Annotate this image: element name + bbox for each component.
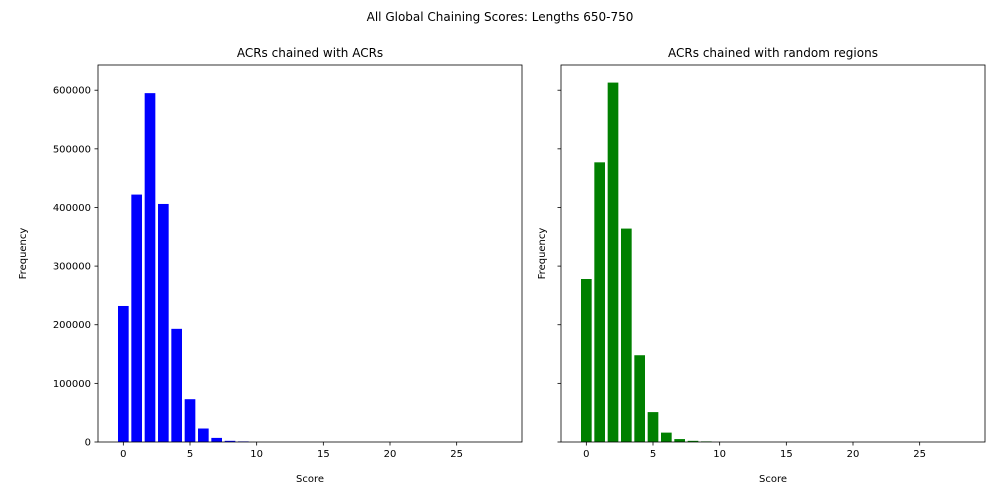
x-tick-label: 20 [847,449,860,460]
bar-score-2 [607,82,619,442]
y-tick-label: 600000 [53,86,91,97]
x-tick-label: 20 [384,449,397,460]
x-tick-label: 0 [120,449,126,460]
x-tick-label: 5 [650,449,656,460]
bar-score-7 [674,439,685,442]
y-tick-label: 300000 [53,262,91,273]
x-tick-label: 15 [317,449,330,460]
x-tick-label: 10 [713,449,726,460]
x-axis-label: Score [759,474,787,485]
bar-score-7 [211,437,222,442]
y-axis-label: Frequency [537,228,548,280]
bar-score-1 [594,162,605,442]
panel-title: ACRs chained with random regions [668,46,878,60]
plot-frame [97,64,523,443]
bar-score-4 [634,355,645,442]
bar-score-3 [621,228,632,442]
x-tick-label: 0 [583,449,589,460]
bar-score-0 [118,305,129,442]
y-tick-label: 500000 [53,144,91,155]
bar-score-0 [581,279,592,442]
bar-score-5 [647,412,659,442]
panel-acrs-chained-with-acrs: 0 5 10 15 20 25 0 100000 200000 300000 400000 50000… [18,46,523,485]
bar-score-3 [158,203,169,442]
x-tick-label: 25 [913,449,926,460]
x-tick-label: 25 [450,449,463,460]
panel-acrs-chained-with-random-regions: 0 5 10 15 20 25 ACRs chained with random regio… [537,46,986,485]
figure-suptitle: All Global Chaining Scores: Lengths 650-… [367,10,634,24]
x-tick-label: 5 [187,449,193,460]
x-tick-label: 10 [250,449,263,460]
bar-score-6 [198,428,209,442]
x-axis-label: Score [296,474,324,485]
y-tick-label: 400000 [53,203,91,214]
plot-frame [560,64,986,443]
y-tick-label: 200000 [53,320,91,331]
bar-score-4 [171,328,182,442]
bar-score-2 [144,93,156,442]
bar-score-5 [184,399,196,442]
bar-score-6 [661,432,672,442]
bar-score-1 [131,194,142,442]
bar-score-8 [224,440,236,442]
panel-title: ACRs chained with ACRs [237,46,383,60]
x-tick-label: 15 [780,449,793,460]
y-tick-label: 100000 [53,379,91,390]
y-tick-label: 0 [85,438,91,449]
y-axis-label: Frequency [18,228,29,280]
bar-score-8 [687,440,699,442]
